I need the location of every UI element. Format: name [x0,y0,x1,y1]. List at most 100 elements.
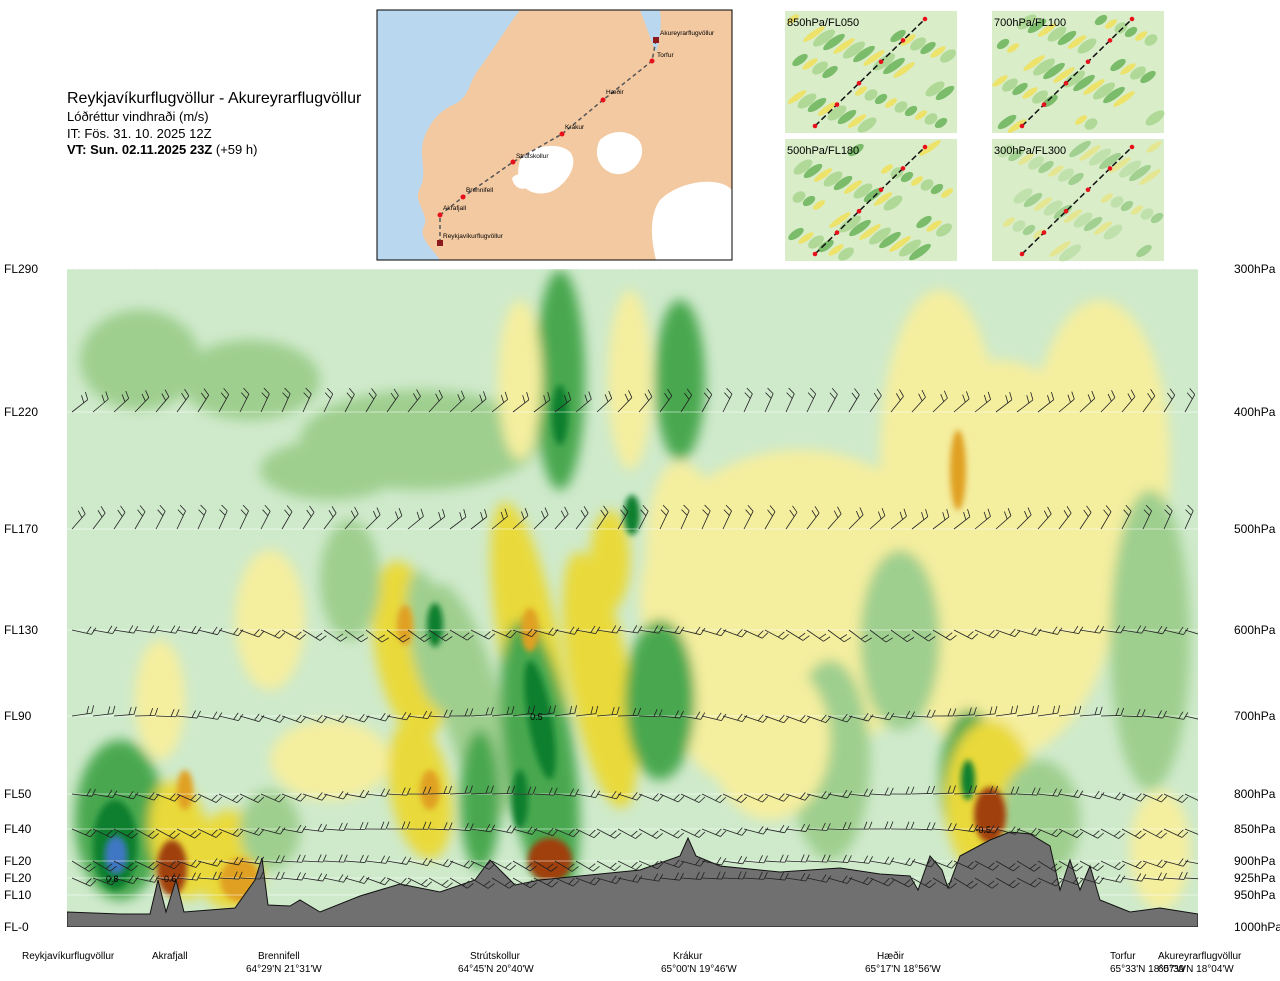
level-panel-field [1110,196,1124,208]
wind-barb [1163,871,1188,880]
wind-barb [1058,391,1075,413]
wind-barb [197,388,210,413]
station-label: Akrafjall [152,951,188,962]
map-station-label: Torfur [657,52,674,59]
level-panel-field [915,110,927,120]
level-panel-field [885,98,897,108]
velocity-core [961,760,975,800]
wind-barb [134,874,160,883]
wind-barb [1163,828,1189,838]
velocity-core [106,837,126,873]
wind-barb [1058,705,1082,717]
wind-barb [198,269,199,270]
level-panel-field [842,41,866,59]
wind-barb [281,714,307,724]
wind-barb [303,269,304,270]
level-panel-field [1131,205,1143,215]
level-panel-field [793,159,813,175]
level-panel-field [1103,86,1125,104]
velocity-region [860,550,940,730]
level-panel-field [1073,74,1095,92]
wind-barb [365,713,391,722]
wind-barb [1100,860,1126,871]
wind-barb [1142,793,1168,803]
wind-barb [1100,505,1112,530]
wind-barb [71,860,96,872]
wind-barb [365,855,390,864]
level-panel-field [803,163,823,179]
flight-level-axis: FL290 FL220 FL170 FL130 FL90 FL50 FL40 FL20 FL20… [4,262,38,934]
level-panel-field [1067,35,1087,49]
level-panel-station [1085,187,1091,193]
wind-barb [1100,390,1116,413]
level-panel-field [1077,38,1097,54]
wind-barb [785,714,811,724]
wind-barb [974,391,991,413]
wind-barb [743,855,768,864]
level-panel-field [855,86,867,96]
flight-level-label: FL40 [4,822,32,836]
wind-barb [323,387,334,413]
level-panel-field [1028,156,1044,170]
level-panel-station [812,251,818,257]
wind-barb [743,629,769,639]
wind-barb [428,877,453,889]
wind-barb [722,827,748,836]
wind-barb [575,860,600,872]
wind-barb [848,507,864,530]
wind-barb [1184,860,1198,865]
level-panel-field [864,89,878,101]
velocity-region [590,510,630,610]
level-panel-route [1021,18,1133,127]
wind-barb [680,828,706,838]
wind-barb [1121,793,1147,802]
level-panel-field [889,236,911,252]
wind-barb [260,793,286,803]
wind-barb [428,709,453,718]
wind-barb [512,628,538,638]
wind-barb [344,629,369,643]
wind-barb [218,793,244,804]
wind-barb [134,707,159,717]
station-coord: 65°39'N 18°04'W [1158,964,1234,975]
wind-barb [701,793,727,804]
wind-barb [1100,625,1126,634]
wind-barb [1100,828,1125,839]
wind-barb [890,821,915,830]
velocity-core [512,770,528,830]
wind-barb [1164,269,1165,270]
level-panel-field [997,114,1017,130]
wind-barb [932,785,956,795]
wind-barb [113,828,139,839]
wind-barb [449,509,467,530]
level-panel-field [873,192,893,206]
pressure-axis: 300hPa 400hPa 500hPa 600hPa 700hPa 800hPa 850h… [1234,262,1280,934]
wind-barb [701,828,727,837]
wind-barb [911,508,929,530]
wind-barb [827,821,852,831]
level-panel-field [833,38,855,54]
wind-barb [533,507,549,530]
wind-barb [554,705,577,717]
map-station-label: Akureyrarflugvöllur [660,30,715,37]
velocity-region [235,550,305,690]
wind-barb [890,508,907,530]
wind-barb [386,629,410,643]
wind-barb [71,828,97,838]
level-panel-field [792,191,806,203]
level-panel-field [900,34,916,46]
wind-barb [806,854,831,863]
wind-barb [323,822,348,831]
level-panel-field [1053,204,1073,220]
wind-barb [722,793,748,803]
wind-barb [1079,390,1096,413]
level-panel-field [1136,244,1152,258]
wind-barb [764,387,774,413]
velocity-core [624,495,640,535]
level-panel-field [828,244,844,256]
wind-barb [323,854,348,863]
wind-barb [218,504,228,530]
wind-barb [995,628,1021,638]
wind-barb [596,390,613,413]
wind-barb [449,822,474,832]
